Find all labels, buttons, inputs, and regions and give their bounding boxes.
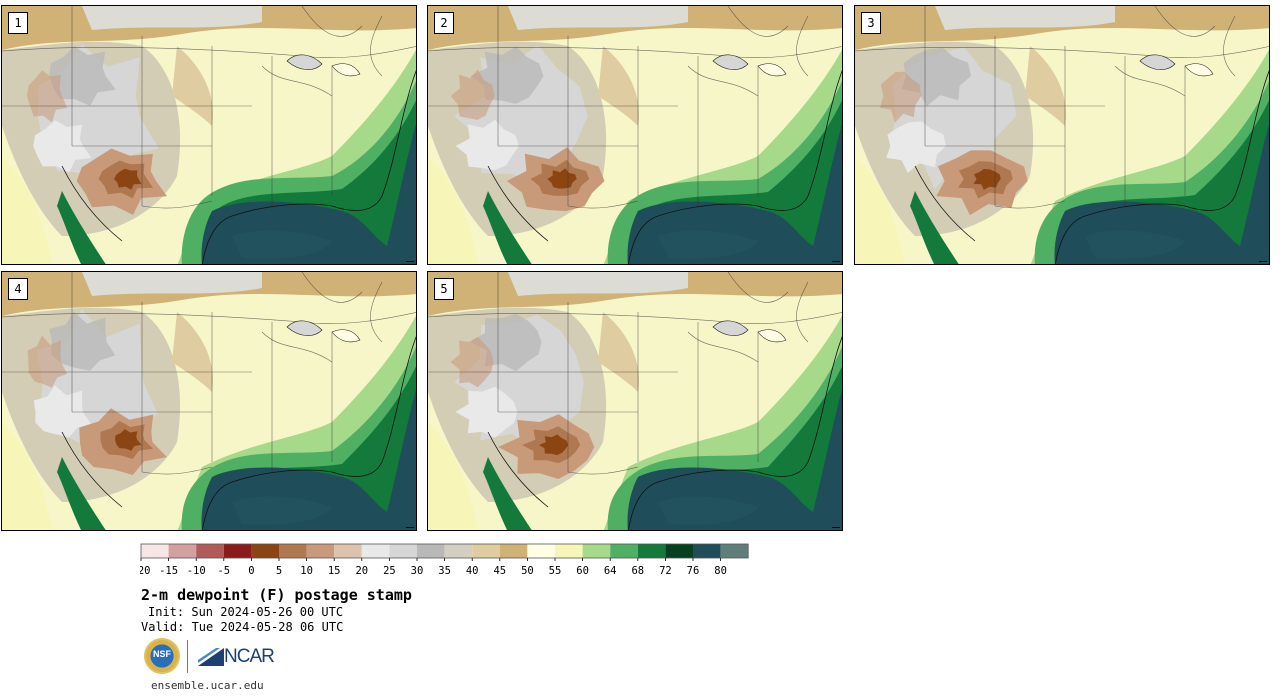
postage-stamp-panel-4: 4 (1, 271, 417, 531)
panel-label: 4 (8, 278, 28, 300)
colorbar-tick-label: -15 (159, 565, 178, 577)
colorbar-swatch (251, 544, 279, 558)
site-url: ensemble.ucar.edu (151, 679, 264, 692)
colorbar-tick-label: 40 (466, 565, 479, 577)
panel-label: 1 (8, 12, 28, 34)
chart-title: 2-m dewpoint (F) postage stamp (141, 586, 412, 604)
colorbar-swatch (499, 544, 528, 558)
colorbar-tick-label: 15 (328, 565, 341, 577)
colorbar-swatch (665, 544, 693, 558)
colorbar-swatch (168, 544, 197, 558)
postage-stamp-panel-1: 1 (1, 5, 417, 265)
logo-divider (187, 640, 188, 673)
colorbar-tick-label: 72 (659, 565, 672, 577)
panel-label: 5 (434, 278, 454, 300)
colorbar-tick-label: 60 (576, 565, 589, 577)
init-time: Init: Sun 2024-05-26 00 UTC (148, 605, 344, 619)
colorbar-tick-label: -20 (140, 565, 150, 577)
dewpoint-map (2, 272, 416, 530)
postage-stamp-panel-3: 3 (854, 5, 1270, 265)
colorbar-tick-label: 55 (549, 565, 562, 577)
panel-label: 2 (434, 12, 454, 34)
colorbar-tick-label: 35 (438, 565, 451, 577)
nsf-logo: NSF (144, 638, 180, 674)
colorbar-tick-label: 30 (411, 565, 424, 577)
colorbar-swatch (389, 544, 417, 558)
colorbar-tick-label: 68 (631, 565, 644, 577)
colorbar-swatch (141, 544, 169, 558)
colorbar-tick-label: 25 (383, 565, 396, 577)
dewpoint-map (855, 6, 1269, 264)
valid-time: Valid: Tue 2024-05-28 06 UTC (141, 620, 344, 634)
colorbar-swatch (279, 544, 307, 558)
colorbar-tick-label: 10 (300, 565, 313, 577)
colorbar-swatch (334, 544, 362, 558)
panel-label: 3 (861, 12, 881, 34)
ncar-mark-icon (198, 648, 224, 666)
logo-block: NSF NCAR (144, 638, 275, 676)
colorbar-tick-label: -10 (187, 565, 206, 577)
dewpoint-map (2, 6, 416, 264)
colorbar-swatch (223, 544, 252, 558)
panel-corner-mark (406, 261, 414, 262)
colorbar-swatch (417, 544, 445, 558)
panel-corner-mark (832, 527, 840, 528)
ncar-logo: NCAR (196, 644, 275, 670)
colorbar-swatch (582, 544, 611, 558)
postage-stamp-panel-5: 5 (427, 271, 843, 531)
colorbar-swatch (527, 544, 555, 558)
panel-corner-mark (1259, 261, 1267, 262)
colorbar-swatch (196, 544, 224, 558)
dewpoint-map (428, 6, 842, 264)
colorbar-swatch (720, 544, 749, 558)
colorbar-tick-label: -5 (217, 565, 230, 577)
colorbar-tick-label: 20 (355, 565, 368, 577)
colorbar-swatch (472, 544, 500, 558)
dewpoint-map (428, 272, 842, 530)
colorbar-swatch (693, 544, 721, 558)
panel-corner-mark (406, 527, 414, 528)
colorbar-tick-label: 50 (521, 565, 534, 577)
colorbar-swatch (361, 544, 390, 558)
colorbar-swatch (555, 544, 583, 558)
colorbar-swatch (637, 544, 666, 558)
colorbar-swatch (610, 544, 638, 558)
colorbar-tick-label: 0 (248, 565, 254, 577)
colorbar-tick-label: 5 (276, 565, 282, 577)
colorbar-tick-label: 76 (687, 565, 700, 577)
colorbar-swatch (306, 544, 335, 558)
panel-corner-mark (832, 261, 840, 262)
colorbar-tick-label: 45 (493, 565, 506, 577)
colorbar-swatch (444, 544, 473, 558)
colorbar-tick-label: 80 (714, 565, 727, 577)
postage-stamp-panel-2: 2 (427, 5, 843, 265)
colorbar-tick-label: 64 (604, 565, 617, 577)
dewpoint-colorbar: -20 -15 -10 -5 0 5 10 15 20 25 30 35 40 45 50 55 60 64 68 7… (140, 543, 749, 577)
